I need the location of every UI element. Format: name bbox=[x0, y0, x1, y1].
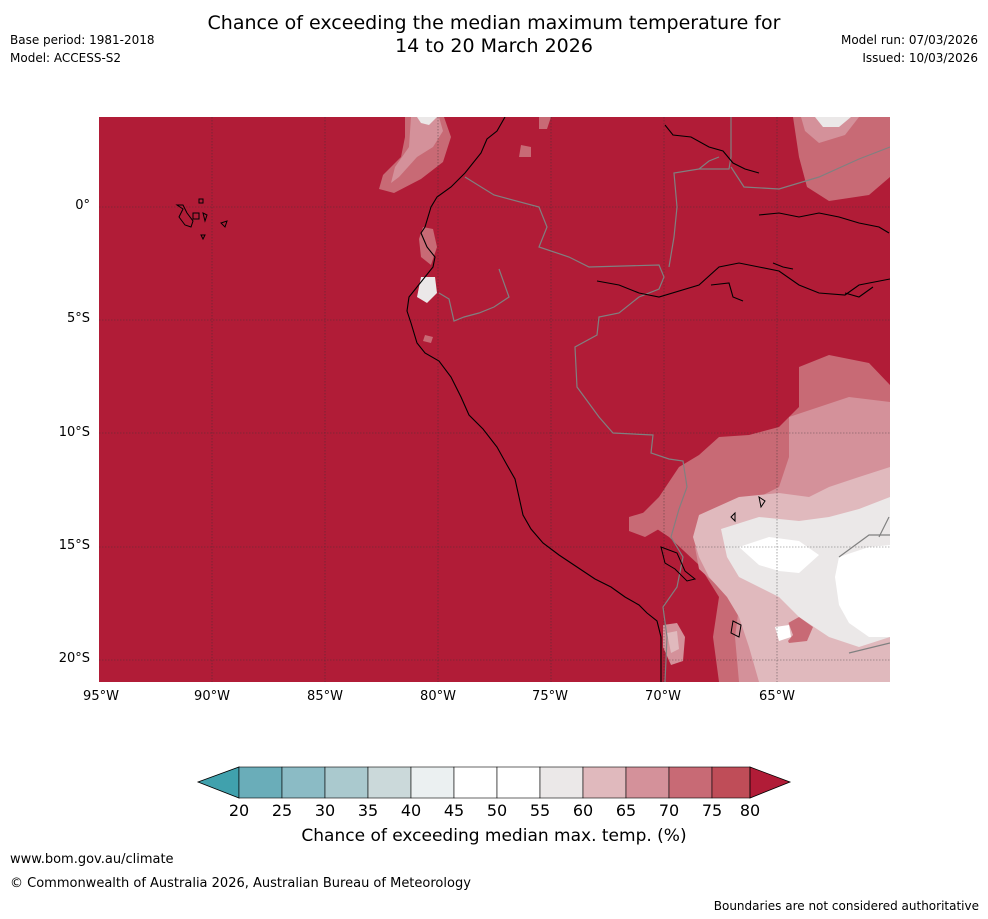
colorbar-segment-25-30 bbox=[281, 766, 326, 799]
colorbar-tick-30: 30 bbox=[314, 801, 336, 820]
colorbar-segment-50-55 bbox=[496, 766, 541, 799]
colorbar-segment-55-60 bbox=[539, 766, 584, 799]
colorbar-label: Chance of exceeding median max. temp. (%… bbox=[301, 826, 687, 846]
lon-label-75w: 75°W bbox=[532, 689, 568, 704]
southeast-contours bbox=[629, 355, 890, 682]
colorbar-tick-35: 35 bbox=[357, 801, 379, 820]
meta-right: Model run: 07/03/2026 Issued: 10/03/2026 bbox=[841, 31, 978, 67]
lon-label-80w: 80°W bbox=[420, 689, 456, 704]
colorbar-segment-20-25 bbox=[238, 766, 283, 799]
colorbar-segment-65-70 bbox=[625, 766, 670, 799]
lat-label-15s: 15°S bbox=[58, 538, 90, 553]
colorbar-segment-60-65 bbox=[582, 766, 627, 799]
colorbar-tick-50: 50 bbox=[486, 801, 508, 820]
footer-note: Boundaries are not considered authoritat… bbox=[713, 899, 979, 913]
colorbar-segment-45-50 bbox=[453, 766, 498, 799]
lon-label-85w: 85°W bbox=[307, 689, 343, 704]
forecast-map bbox=[99, 117, 890, 682]
lon-label-65w: 65°W bbox=[759, 689, 795, 704]
title-line-2: 14 to 20 March 2026 bbox=[395, 35, 593, 57]
lat-label-5s: 5°S bbox=[66, 311, 90, 326]
national-borders bbox=[438, 117, 890, 682]
colorbar-segment-75-80 bbox=[711, 766, 751, 799]
lat-label-0: 0° bbox=[75, 198, 90, 213]
base-period: Base period: 1981-2018 bbox=[10, 33, 155, 47]
lat-label-10s: 10°S bbox=[58, 425, 90, 440]
colorbar-tick-65: 65 bbox=[615, 801, 637, 820]
north-contours bbox=[379, 117, 890, 343]
meta-left: Base period: 1981-2018 Model: ACCESS-S2 bbox=[10, 31, 155, 67]
colorbar-tick-70: 70 bbox=[658, 801, 680, 820]
colorbar-segment-30-35 bbox=[324, 766, 369, 799]
lat-label-20s: 20°S bbox=[58, 651, 90, 666]
model-name: Model: ACCESS-S2 bbox=[10, 51, 122, 65]
colorbar-tick-75: 75 bbox=[701, 801, 723, 820]
coastlines bbox=[406, 117, 890, 682]
galapagos-islands bbox=[175, 198, 228, 241]
colorbar-arrow-high bbox=[749, 766, 792, 799]
gridlines bbox=[99, 117, 890, 682]
colorbar-tick-80: 80 bbox=[739, 801, 761, 820]
colorbar-segment-40-45 bbox=[410, 766, 455, 799]
lon-label-70w: 70°W bbox=[645, 689, 681, 704]
footer-copyright: © Commonwealth of Australia 2026, Austra… bbox=[10, 876, 471, 891]
lake-titicaca bbox=[660, 495, 766, 638]
colorbar bbox=[196, 766, 792, 799]
colorbar-tick-25: 25 bbox=[271, 801, 293, 820]
footer-url[interactable]: www.bom.gov.au/climate bbox=[10, 852, 174, 867]
lon-label-95w: 95°W bbox=[83, 689, 119, 704]
colorbar-tick-55: 55 bbox=[529, 801, 551, 820]
map-title: Chance of exceeding the median maximum t… bbox=[0, 12, 988, 58]
colorbar-segment-70-75 bbox=[668, 766, 713, 799]
colorbar-tick-60: 60 bbox=[572, 801, 594, 820]
model-run: Model run: 07/03/2026 bbox=[840, 33, 978, 47]
colorbar-tick-40: 40 bbox=[400, 801, 422, 820]
colorbar-tick-45: 45 bbox=[443, 801, 465, 820]
issued-date: Issued: 10/03/2026 bbox=[862, 51, 978, 65]
colorbar-tick-20: 20 bbox=[228, 801, 250, 820]
title-line-1: Chance of exceeding the median maximum t… bbox=[207, 12, 781, 34]
colorbar-segment-35-40 bbox=[367, 766, 412, 799]
colorbar-arrow-low bbox=[196, 766, 240, 799]
lon-label-90w: 90°W bbox=[194, 689, 230, 704]
